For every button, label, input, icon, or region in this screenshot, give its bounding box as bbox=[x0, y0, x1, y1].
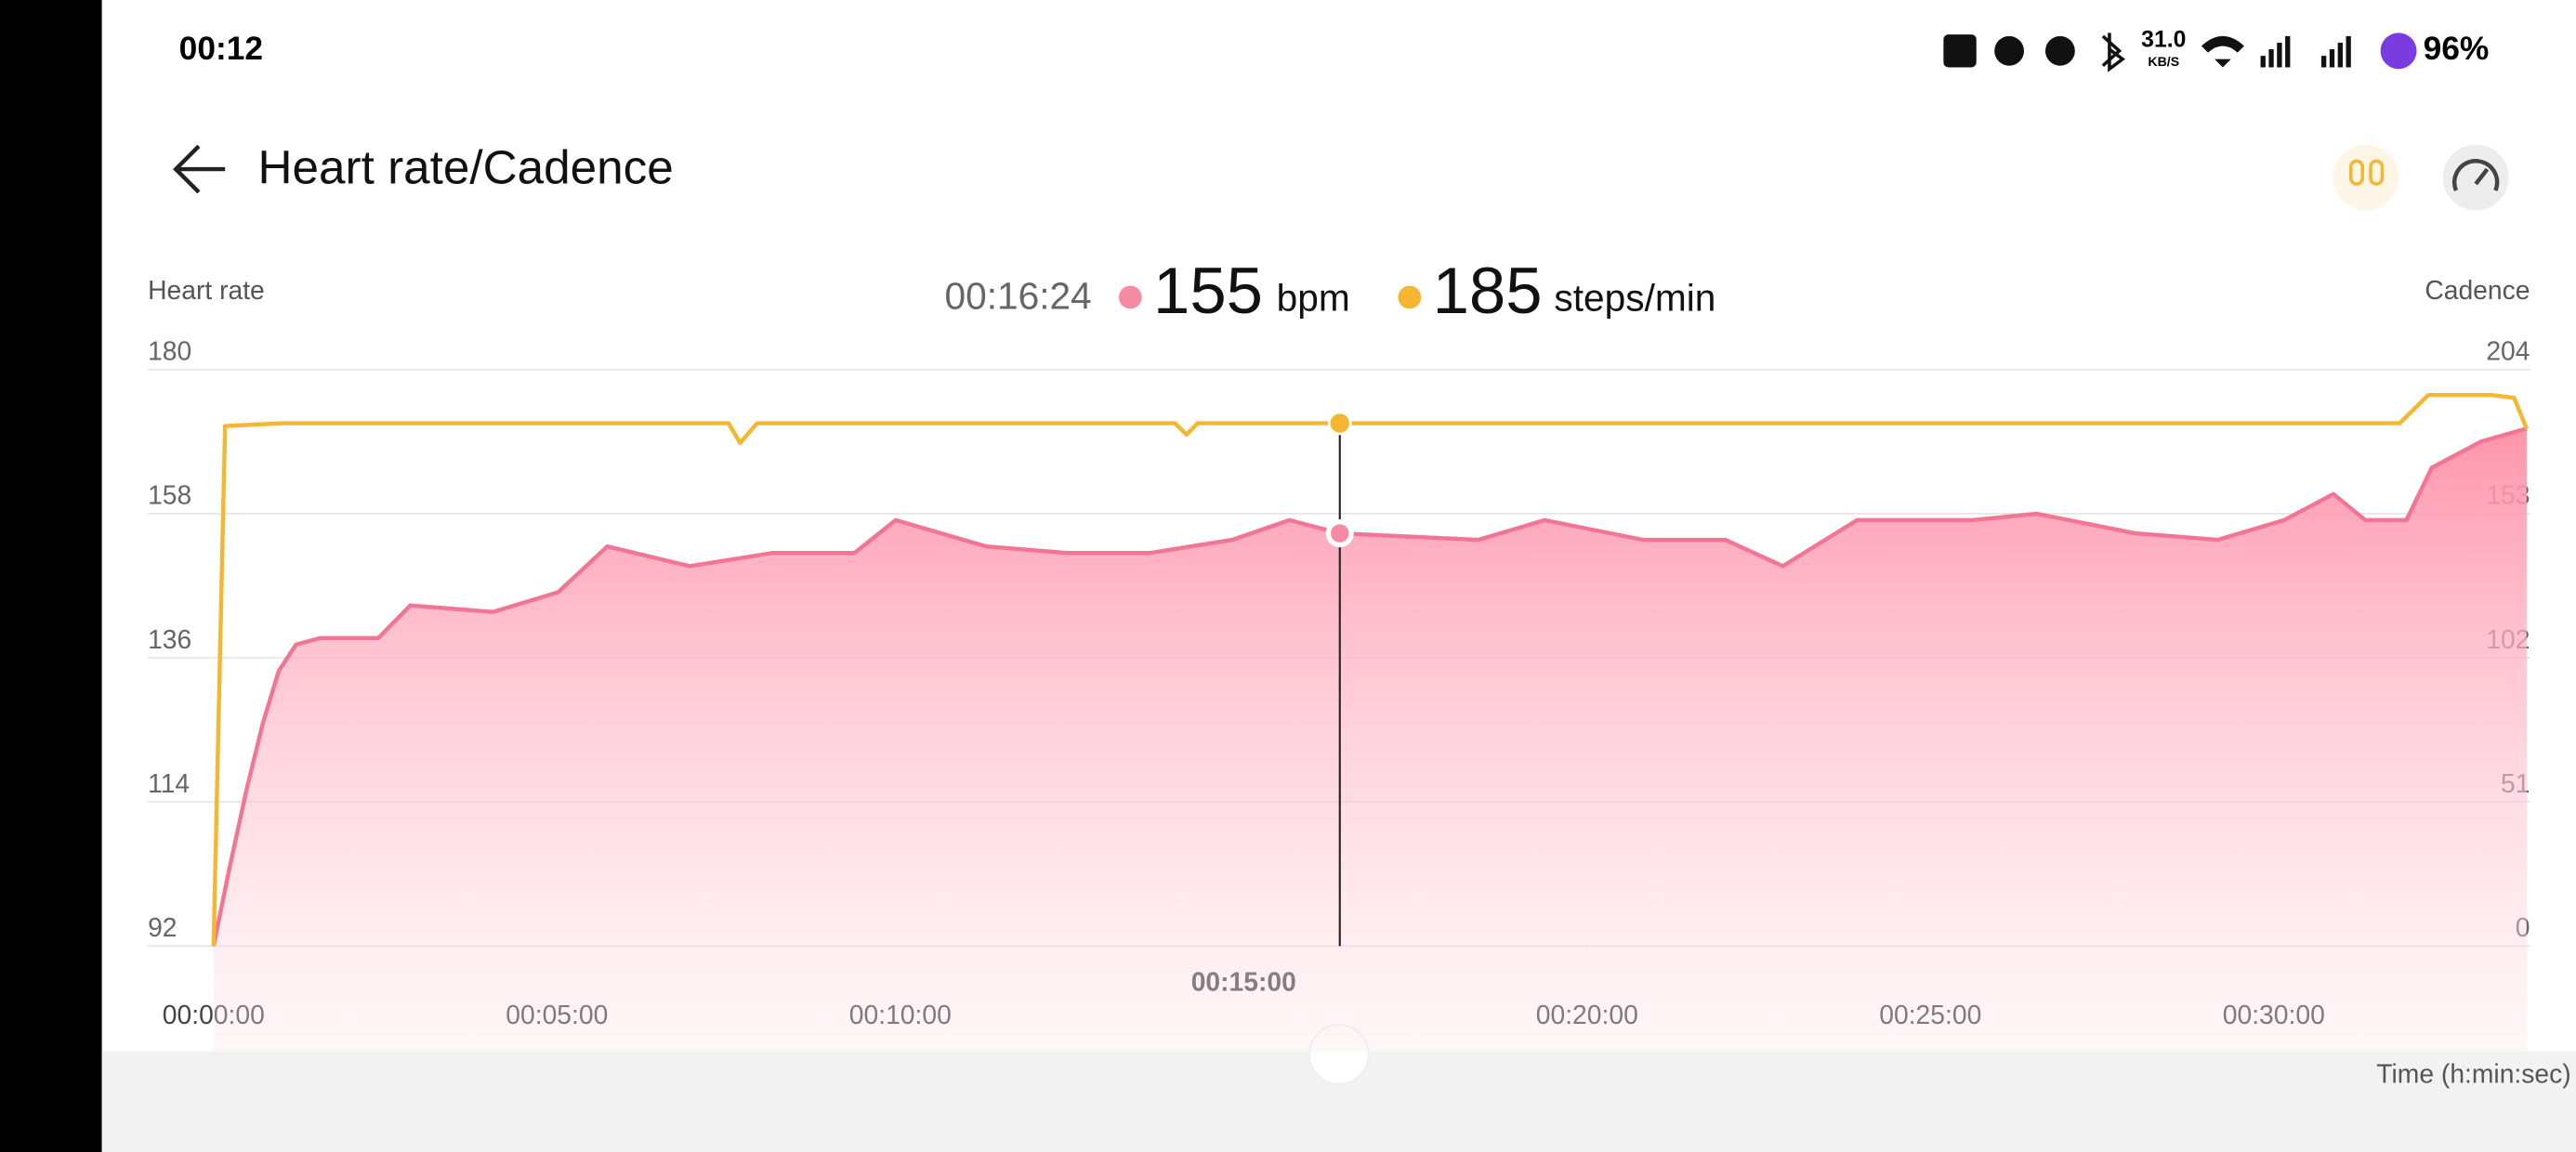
y-tick-label: 136 bbox=[148, 624, 191, 654]
readout-unit: steps/min bbox=[1554, 276, 1715, 319]
y-tick-label: 158 bbox=[148, 480, 191, 510]
y2-tick-label: 204 bbox=[2486, 336, 2530, 366]
readout-value: 155 bbox=[1153, 254, 1263, 327]
back-button[interactable] bbox=[173, 144, 226, 194]
chart: Heart rate Cadence Time (h:min:sec) 92 114 13… bbox=[148, 254, 2571, 1088]
status-time: 00:12 bbox=[179, 31, 263, 67]
readout-dot bbox=[1398, 285, 1422, 309]
left-bezel bbox=[0, 0, 102, 1152]
page-title: Heart rate/Cadence bbox=[258, 140, 674, 193]
area bbox=[213, 428, 2527, 1052]
readout-dot bbox=[1118, 285, 1142, 309]
cursor-marker bbox=[1327, 411, 1352, 436]
readout-time: 00:16:24 bbox=[945, 274, 1092, 317]
y2-axis-label: Cadence bbox=[2425, 275, 2530, 305]
y-tick-label: 92 bbox=[148, 912, 177, 942]
y-axis-label: Heart rate bbox=[148, 275, 265, 305]
cadence-toggle[interactable] bbox=[2333, 144, 2399, 211]
net-speed: 31.0 bbox=[2141, 28, 2186, 53]
series-line bbox=[211, 426, 2528, 947]
status-icons bbox=[1943, 33, 2417, 72]
readout-unit: bpm bbox=[1277, 276, 1350, 319]
y-tick-label: 180 bbox=[148, 336, 191, 366]
x-axis-label: Time (h:min:sec) bbox=[2376, 1058, 2570, 1088]
pace-toggle[interactable] bbox=[2442, 144, 2509, 211]
battery: 96% bbox=[2424, 31, 2490, 67]
net-speed-unit: KB/S bbox=[2148, 54, 2179, 69]
series-line bbox=[211, 392, 2530, 947]
cursor-marker bbox=[1325, 519, 1354, 548]
readout-value: 185 bbox=[1433, 254, 1543, 327]
y-tick-label: 114 bbox=[148, 768, 190, 798]
